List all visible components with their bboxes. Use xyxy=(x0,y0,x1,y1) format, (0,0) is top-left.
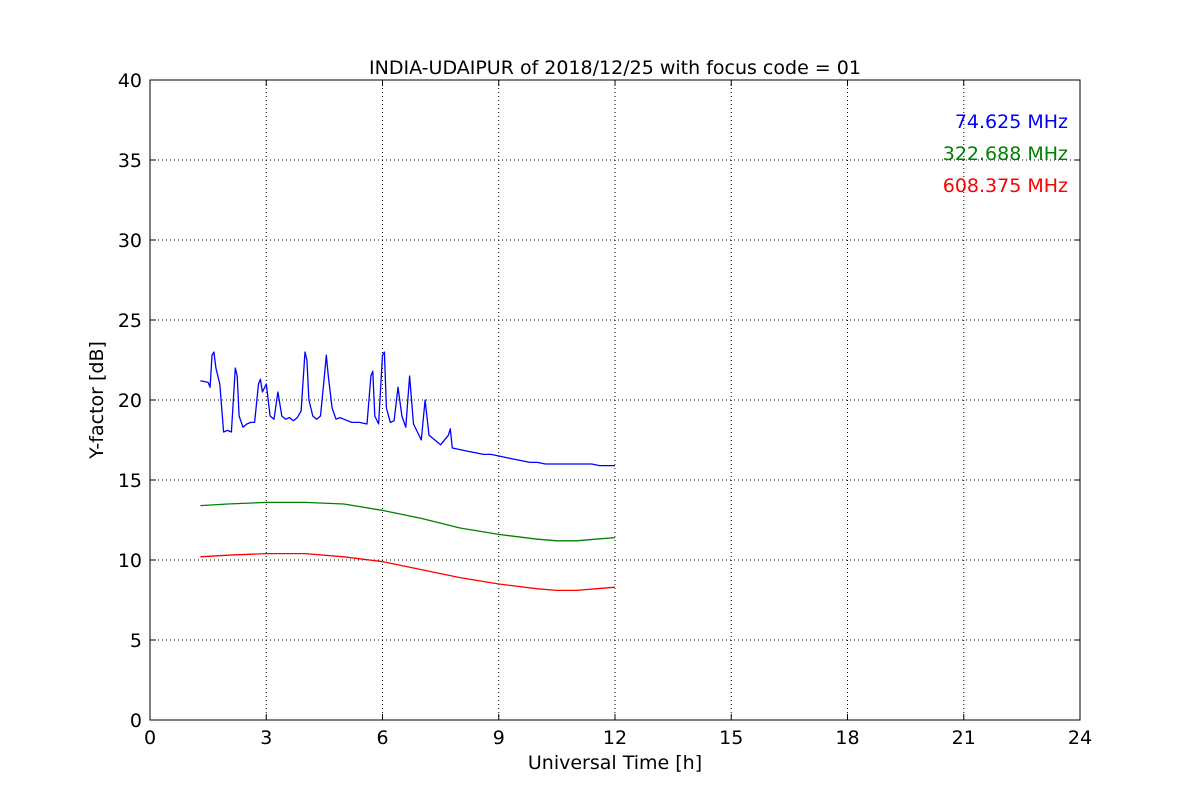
y-tick-label: 0 xyxy=(130,710,142,732)
x-tick-label: 9 xyxy=(493,727,505,749)
x-tick-label: 24 xyxy=(1068,727,1092,749)
legend-entry: 322.688 MHz xyxy=(943,143,1068,165)
y-tick-label: 30 xyxy=(118,230,142,252)
x-tick-label: 0 xyxy=(144,727,156,749)
y-tick-label: 20 xyxy=(118,390,142,412)
legend-entry: 74.625 MHz xyxy=(955,111,1068,133)
series-line-2 xyxy=(200,552,616,592)
x-tick-label: 6 xyxy=(376,727,388,749)
chart-title: INDIA-UDAIPUR of 2018/12/25 with focus c… xyxy=(369,57,861,79)
y-tick-label: 40 xyxy=(118,70,142,92)
y-tick-label: 25 xyxy=(118,310,142,332)
x-tick-label: 21 xyxy=(952,727,976,749)
y-tick-label: 10 xyxy=(118,550,142,572)
x-tick-label: 18 xyxy=(835,727,859,749)
x-tick-label: 15 xyxy=(719,727,743,749)
x-tick-label: 3 xyxy=(260,727,272,749)
y-axis-label: Y-factor [dB] xyxy=(86,341,108,460)
y-tick-label: 15 xyxy=(118,470,142,492)
y-tick-label: 35 xyxy=(118,150,142,172)
y-tick-label: 5 xyxy=(130,630,142,652)
x-tick-label: 12 xyxy=(603,727,627,749)
series-line-1 xyxy=(200,501,616,542)
x-axis-label: Universal Time [h] xyxy=(528,752,702,774)
legend-entry: 608.375 MHz xyxy=(943,175,1068,197)
series-line-0 xyxy=(200,351,615,467)
